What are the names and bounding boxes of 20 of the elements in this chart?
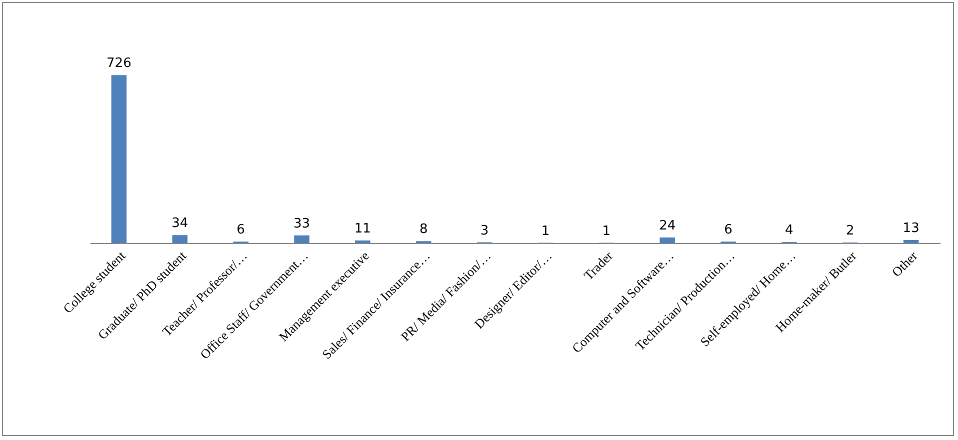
bar — [294, 235, 310, 243]
data-label: 2 — [846, 224, 854, 239]
bar — [660, 237, 675, 243]
data-label: 4 — [785, 223, 794, 238]
data-label: 1 — [541, 224, 550, 239]
data-label: 11 — [354, 221, 371, 236]
data-label: 34 — [172, 216, 188, 232]
data-label: 726 — [106, 56, 132, 72]
data-label: 33 — [293, 216, 310, 232]
data-label: 6 — [236, 222, 245, 238]
data-label: 8 — [419, 222, 428, 238]
data-label: 1 — [602, 224, 611, 239]
data-label: 13 — [902, 220, 920, 236]
data-label: 6 — [724, 222, 732, 238]
bar — [903, 240, 919, 243]
data-label: 24 — [659, 218, 676, 234]
data-label: 3 — [480, 223, 489, 238]
bar — [172, 235, 188, 243]
bar — [111, 75, 127, 243]
bar — [355, 240, 370, 243]
